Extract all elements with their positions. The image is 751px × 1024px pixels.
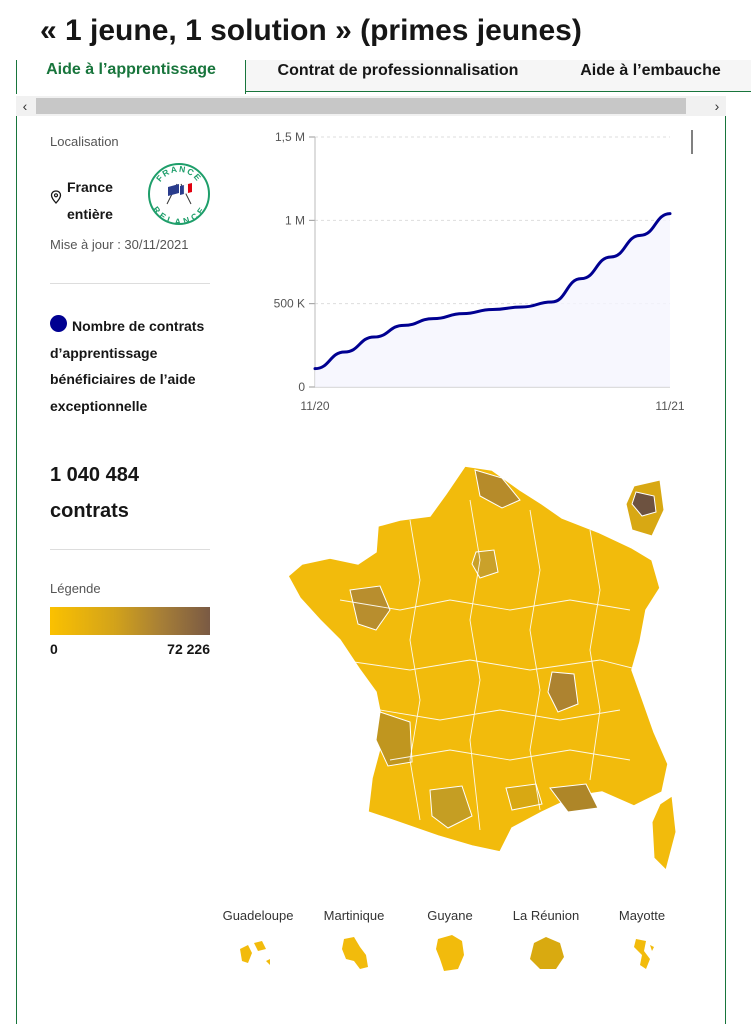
tab-contrat-professionnalisation[interactable]: Contrat de professionnalisation	[246, 60, 550, 92]
tab-aide-embauche[interactable]: Aide à l’embauche	[550, 60, 751, 92]
legend-max: 72 226	[167, 641, 210, 657]
series-area	[315, 213, 670, 387]
bretagne-department	[349, 585, 391, 631]
tab-aide-apprentissage[interactable]: Aide à l’apprentissage	[16, 60, 246, 94]
horizontal-scrollbar[interactable]: ‹ ›	[16, 96, 726, 116]
line-chart: 0 500 K 1 M 1,5 M 11/20 11/21	[274, 130, 693, 413]
alsace-inner	[631, 491, 657, 517]
legend-gradient	[50, 607, 210, 635]
y-tick-label: 1,5 M	[275, 130, 305, 144]
sidebar-divider-2	[50, 549, 210, 550]
mayotte-shape[interactable]	[630, 935, 658, 973]
total-contracts-value: 1 040 484 contrats	[50, 464, 139, 522]
tab-bar: Aide à l’apprentissage Contrat de profes…	[0, 60, 751, 94]
corse-shape	[651, 795, 677, 871]
guadeloupe-shape[interactable]	[236, 935, 276, 971]
region-label-mayotte: Mayotte	[618, 908, 666, 923]
metropolitan-france-shape	[287, 465, 669, 853]
legend-min: 0	[50, 641, 58, 657]
france-map[interactable]	[280, 460, 700, 880]
x-tick-label: 11/21	[655, 399, 684, 413]
scroll-thumb[interactable]	[36, 98, 686, 114]
nord-department	[474, 469, 521, 509]
series-color-dot	[50, 315, 67, 332]
y-tick-label: 1 M	[285, 213, 305, 227]
france-relance-logo: FRANCE RELANCE	[148, 163, 210, 226]
update-date: Mise à jour : 30/11/2021	[50, 237, 189, 252]
scroll-left-icon[interactable]: ‹	[22, 98, 28, 114]
map-pin-icon	[50, 190, 62, 204]
location-label: Localisation	[50, 134, 119, 149]
series-line	[313, 212, 672, 371]
herault-department	[505, 783, 543, 811]
series-label: Nombre de contrats d’apprentissage bénéf…	[50, 318, 205, 414]
haute-garonne-department	[429, 785, 473, 829]
la-reunion-shape[interactable]	[526, 933, 566, 973]
martinique-shape[interactable]	[338, 933, 374, 973]
y-tick-label: 0	[298, 380, 305, 394]
region-label-martinique: Martinique	[323, 908, 385, 923]
rhone-department	[547, 671, 579, 713]
sidebar-divider	[50, 283, 210, 284]
y-tick-label: 500 K	[274, 297, 305, 311]
location-value: France entière	[67, 179, 113, 222]
region-label-guyane: Guyane	[427, 908, 473, 923]
page-title: « 1 jeune, 1 solution » (primes jeunes)	[40, 14, 582, 47]
bouches-du-rhone-department	[549, 783, 599, 813]
region-label-guadeloupe: Guadeloupe	[222, 908, 294, 923]
scroll-right-icon[interactable]: ›	[714, 98, 720, 114]
region-label-la-reunion: La Réunion	[512, 908, 580, 923]
x-tick-label: 11/20	[300, 399, 329, 413]
gironde-department	[375, 711, 413, 767]
content-panel	[16, 116, 726, 1024]
legend-label: Légende	[50, 581, 101, 596]
guyane-shape[interactable]	[434, 933, 466, 973]
